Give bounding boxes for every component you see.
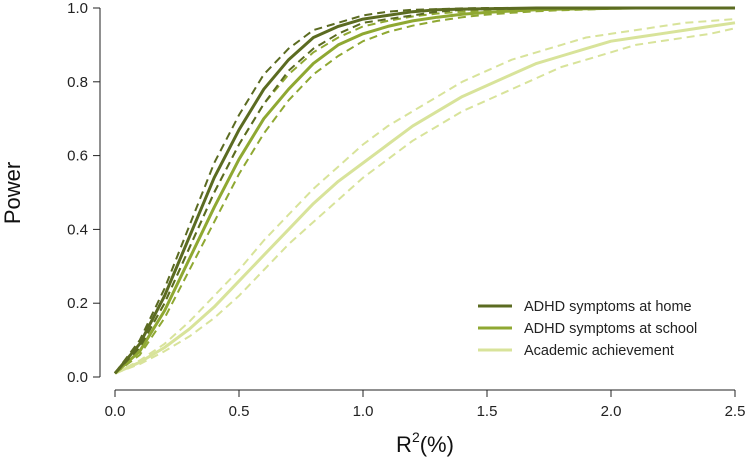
series-academic-line (114, 21, 736, 375)
x-axis-title-suffix: (%) (420, 432, 454, 457)
y-axis: 0.0 0.2 0.4 0.6 0.8 1.0 (67, 0, 101, 386)
y-tick-label: 0.4 (67, 221, 88, 238)
series-academic-lower-bound-line (114, 27, 736, 375)
x-tick-label: 0.0 (105, 403, 126, 420)
x-tick-label: 1.5 (477, 403, 498, 420)
x-axis-title: R2(%) (396, 429, 454, 457)
y-axis-title: Power (0, 162, 25, 224)
legend-label-academic: Academic achievement (524, 343, 674, 359)
x-axis-ticks: 0.0 0.5 1.0 1.5 2.0 2.5 (105, 390, 746, 420)
y-tick-label: 0.0 (67, 369, 88, 386)
series-home-line (113, 6, 735, 375)
x-axis: 0.0 0.5 1.0 1.5 2.0 2.5 (105, 389, 746, 420)
x-tick-label: 0.5 (229, 403, 250, 420)
y-tick-label: 0.8 (67, 74, 88, 91)
legend: ADHD symptoms at home ADHD symptoms at s… (478, 299, 697, 359)
x-axis-title-superscript: 2 (412, 429, 420, 445)
y-tick-label: 0.6 (67, 148, 88, 165)
x-tick-label: 2.5 (725, 403, 746, 420)
x-tick-label: 1.0 (353, 403, 374, 420)
series-academic-upper-bound-line (114, 18, 736, 375)
y-axis-ticks: 0.0 0.2 0.4 0.6 0.8 1.0 (67, 0, 100, 386)
legend-label-home: ADHD symptoms at home (524, 299, 692, 315)
plot-area (113, 6, 736, 375)
legend-label-school: ADHD symptoms at school (524, 321, 697, 337)
y-tick-label: 1.0 (67, 0, 88, 17)
x-tick-label: 2.0 (601, 403, 622, 420)
y-tick-label: 0.2 (67, 295, 88, 312)
x-axis-title-base: R (396, 432, 412, 457)
